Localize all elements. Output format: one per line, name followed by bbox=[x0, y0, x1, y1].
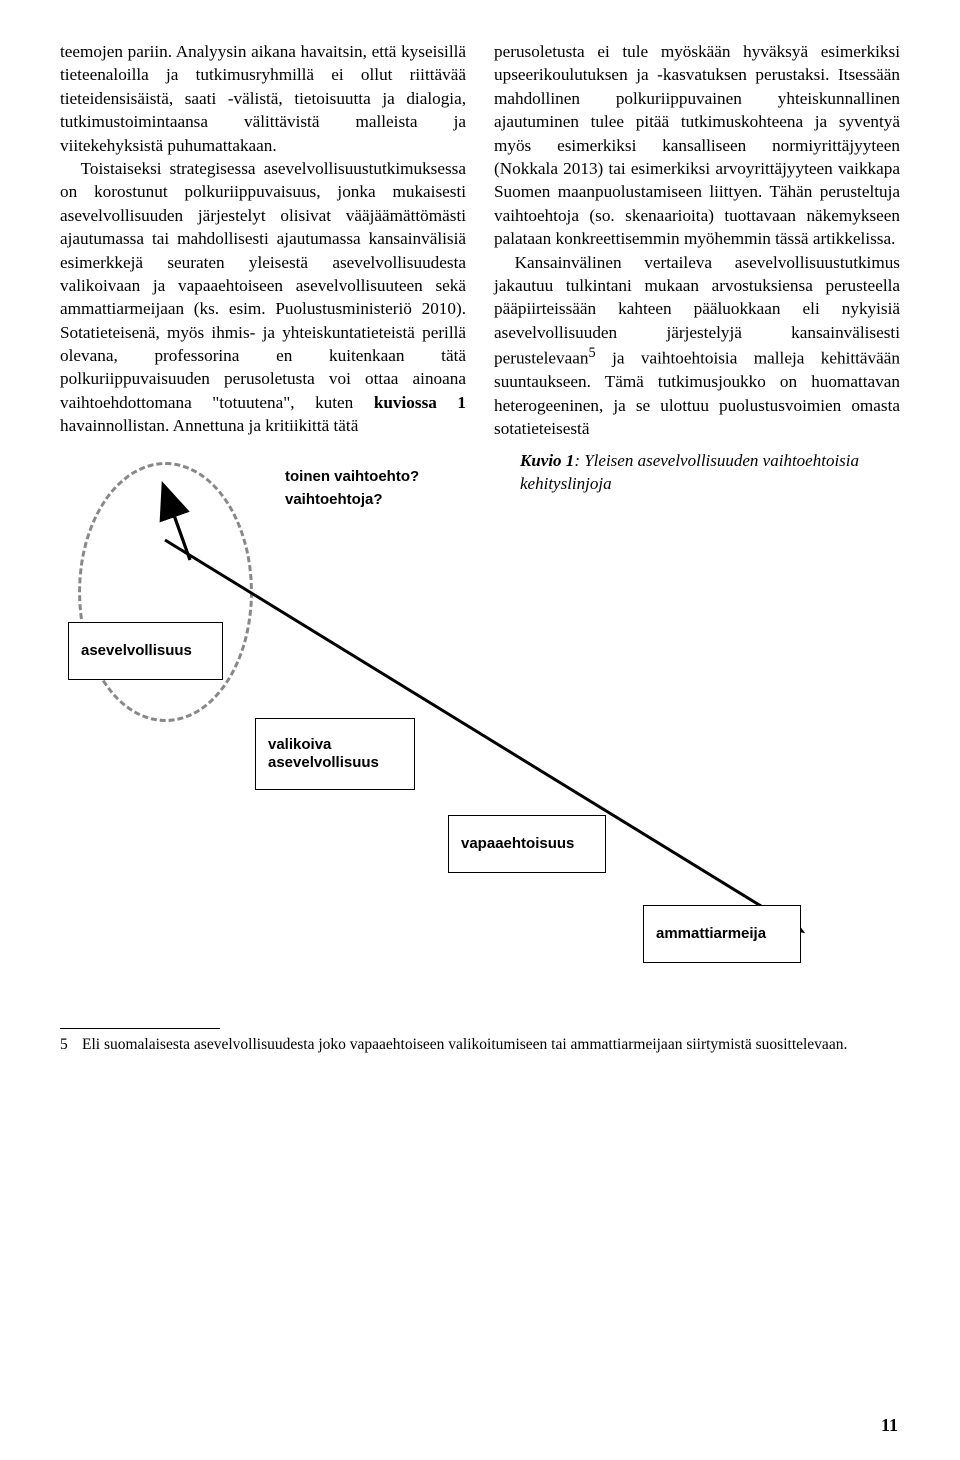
node-2-label: valikoiva asevelvollisuus bbox=[268, 736, 379, 772]
footnote-text: Eli suomalaisesta asevelvollisuudesta jo… bbox=[82, 1035, 847, 1055]
node-4-label: ammattiarmeija bbox=[656, 925, 766, 943]
node-valikoiva: valikoiva asevelvollisuus bbox=[255, 718, 415, 790]
left-p2a: Toistaiseksi strategisessa asevelvollisu… bbox=[60, 159, 466, 412]
right-p2: Kansainvälinen vertaileva asevelvollisuu… bbox=[494, 251, 900, 441]
left-p1: teemojen pariin. Analyysin aikana havait… bbox=[60, 40, 466, 157]
node-asevelvollisuus: asevelvollisuus bbox=[68, 622, 223, 680]
left-column: teemojen pariin. Analyysin aikana havait… bbox=[60, 40, 466, 440]
right-p1-text: perusoletusta ei tule myöskään hyväksyä … bbox=[494, 42, 900, 248]
node-1-label: asevelvollisuus bbox=[81, 642, 192, 660]
page-number: 11 bbox=[881, 1415, 898, 1436]
diagram: asevelvollisuus valikoiva asevelvollisuu… bbox=[60, 450, 900, 970]
figure-1: toinen vaihtoehto? vaihtoehtoja? Kuvio 1… bbox=[60, 450, 900, 1010]
footnote-number: 5 bbox=[60, 1035, 82, 1055]
node-3-label: vapaaehtoisuus bbox=[461, 835, 574, 853]
text-columns: teemojen pariin. Analyysin aikana havait… bbox=[60, 40, 900, 440]
node-ammattiarmeija: ammattiarmeija bbox=[643, 905, 801, 963]
footnote-5: 5 Eli suomalaisesta asevelvollisuudesta … bbox=[60, 1035, 900, 1055]
branch-arrow bbox=[165, 490, 190, 560]
left-p2: Toistaiseksi strategisessa asevelvollisu… bbox=[60, 157, 466, 438]
right-p1: perusoletusta ei tule myöskään hyväksyä … bbox=[494, 40, 900, 251]
node-vapaaehtoisuus: vapaaehtoisuus bbox=[448, 815, 606, 873]
right-column: perusoletusta ei tule myöskään hyväksyä … bbox=[494, 40, 900, 440]
left-p1-text: teemojen pariin. Analyysin aikana havait… bbox=[60, 42, 466, 155]
footnote-rule bbox=[60, 1028, 220, 1029]
left-p2b: kuviossa 1 bbox=[374, 393, 466, 412]
right-p2-sup: 5 bbox=[588, 345, 595, 361]
left-p2c: havainnollistan. Annettuna ja kritiikitt… bbox=[60, 416, 358, 435]
